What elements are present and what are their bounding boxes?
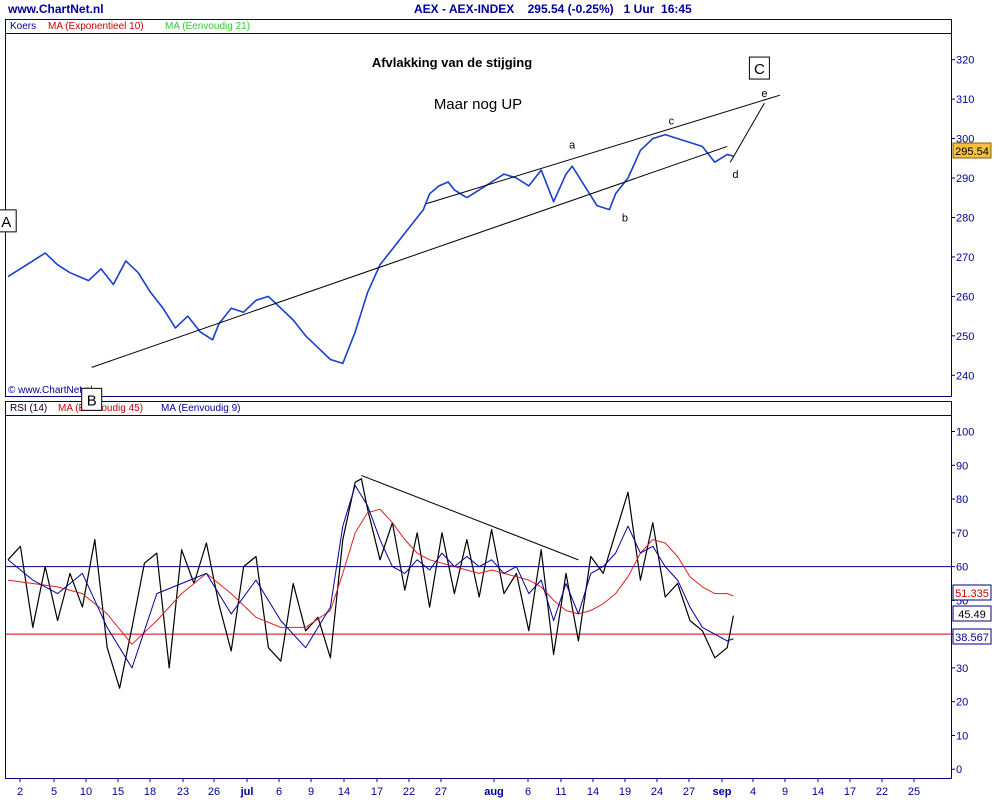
x-tick-label: 22 — [403, 786, 415, 798]
x-tick-label: 27 — [683, 786, 695, 798]
x-tick-label: 9 — [308, 786, 314, 798]
x-tick-label: 14 — [812, 786, 824, 798]
legend-koers: Koers — [10, 21, 36, 32]
price-tick-label: 260 — [956, 291, 974, 303]
rsi-tick-label: 100 — [956, 427, 974, 439]
x-tick-label: 17 — [844, 786, 856, 798]
x-tick-label: aug — [484, 786, 504, 798]
x-tick-label: 10 — [80, 786, 92, 798]
price-trendline — [426, 94, 781, 205]
price-tick-label: 240 — [956, 370, 974, 382]
x-tick-label: 6 — [525, 786, 531, 798]
rsi-legend: RSI (14) MA (Eenvoudig 45) MA (Eenvoudig… — [10, 403, 241, 414]
x-tick-label: 22 — [876, 786, 888, 798]
price-tick-label: 320 — [956, 55, 974, 67]
x-tick-label: 14 — [338, 786, 350, 798]
x-tick-label: jul — [240, 786, 254, 798]
date-x-axis: 2 5 10 15 18 23 26 jul 6 9 14 17 22 27 aug 6 11 14 19 24 27 s… — [17, 778, 920, 798]
legend-ma10: MA (Exponentieel 10) — [48, 21, 144, 32]
price-value-badge: 295.54 — [952, 142, 992, 159]
price-tick-label: 290 — [956, 173, 974, 185]
x-tick-label: 14 — [587, 786, 599, 798]
x-tick-label: 11 — [555, 786, 566, 798]
subwave-label-a: a — [569, 139, 576, 151]
rsi-tick-label: 0 — [956, 764, 962, 776]
x-tick-label: 4 — [750, 786, 756, 798]
x-tick-label: 19 — [619, 786, 631, 798]
x-tick-label: 26 — [208, 786, 220, 798]
rsi-tick-label: 30 — [956, 663, 968, 675]
price-legend: Koers MA (Exponentieel 10) MA (Eenvoudig… — [10, 21, 250, 32]
rsi-line-0 — [7, 478, 734, 689]
rsi-value-badge: 45.49 — [952, 605, 992, 622]
timestamp: 16:45 — [661, 2, 692, 16]
price-panel — [5, 19, 952, 397]
price-trendline — [91, 145, 728, 368]
rsi-tick-label: 80 — [956, 494, 968, 506]
instrument-info: AEX - AEX-INDEX 295.54 (-0.25%) 1 Uur 16… — [414, 2, 692, 16]
x-tick-label: 2 — [17, 786, 23, 798]
subwave-label-b: b — [622, 213, 628, 225]
rsi-value: 45.49 — [958, 609, 986, 621]
instrument-name: AEX - AEX-INDEX — [414, 2, 515, 16]
rsi-series-group — [7, 478, 734, 689]
x-tick-label: 27 — [435, 786, 447, 798]
price-line-0 — [7, 181, 468, 365]
x-tick-label: 6 — [276, 786, 282, 798]
wave-label-A: A — [1, 214, 11, 231]
price-line-1 — [466, 133, 734, 211]
legend-rsi: RSI (14) — [10, 403, 47, 414]
x-tick-label: 25 — [908, 786, 920, 798]
rsi-ma45-value: 51.335 — [955, 588, 989, 600]
rsi-ma9-badge: 38.567 — [952, 628, 992, 645]
wave-labels-group: A B Ca b c d e — [0, 56, 770, 411]
legend-ma9: MA (Eenvoudig 9) — [161, 403, 241, 414]
last-price: 295.54 (-0.25%) — [527, 2, 614, 16]
rsi-tick-label: 60 — [956, 562, 968, 574]
wave-box-B — [81, 387, 103, 411]
chart-header-bar: www.ChartNet.nl AEX - AEX-INDEX 295.54 (… — [0, 0, 1000, 18]
wave-box-C — [748, 56, 770, 80]
rsi-ma9-value: 38.567 — [955, 632, 989, 644]
trendlines-group — [91, 94, 781, 561]
x-tick-label: 15 — [112, 786, 124, 798]
rsi-tick-label: 90 — [956, 460, 968, 472]
wave-label-C: C — [754, 61, 765, 78]
wave-box-A — [0, 209, 17, 233]
rsi-tick-label: 20 — [956, 697, 968, 709]
wave-label-B: B — [87, 392, 97, 409]
x-tick-label: 24 — [651, 786, 663, 798]
x-tick-label: 9 — [782, 786, 788, 798]
subwave-label-e: e — [761, 88, 767, 100]
annotation-subtitle: Maar nog UP — [434, 96, 522, 113]
x-tick-label: 23 — [177, 786, 189, 798]
x-tick-label: sep — [713, 786, 732, 798]
rsi-tick-label: 10 — [956, 730, 968, 742]
price-value-text: 295.54 — [955, 146, 989, 158]
price-tick-label: 250 — [956, 331, 974, 343]
rsi-panel — [5, 401, 952, 779]
rsi-tick-label: 70 — [956, 528, 968, 540]
price-series-group — [7, 133, 734, 365]
x-tick-label: 18 — [144, 786, 156, 798]
x-tick-label: 17 — [371, 786, 383, 798]
annotation-title: Afvlakking van de stijging — [372, 55, 532, 70]
legend-ma21: MA (Eenvoudig 21) — [165, 21, 250, 32]
interval: 1 Uur — [623, 2, 655, 16]
rsi-trendline — [361, 474, 579, 561]
subwave-label-d: d — [732, 169, 738, 181]
copyright: © www.ChartNet.nl — [8, 385, 93, 396]
x-tick-label: 5 — [51, 786, 57, 798]
site-name[interactable]: www.ChartNet.nl — [8, 2, 104, 16]
rsi-y-axis: 0102030405060708090100 — [951, 427, 974, 776]
price-tick-label: 310 — [956, 94, 974, 106]
rsi-line-2 — [7, 485, 734, 669]
price-trendline — [729, 102, 765, 163]
rsi-ma45-badge: 51.335 — [952, 584, 992, 601]
price-tick-label: 280 — [956, 212, 974, 224]
price-tick-label: 270 — [956, 252, 974, 264]
subwave-label-c: c — [669, 116, 675, 128]
